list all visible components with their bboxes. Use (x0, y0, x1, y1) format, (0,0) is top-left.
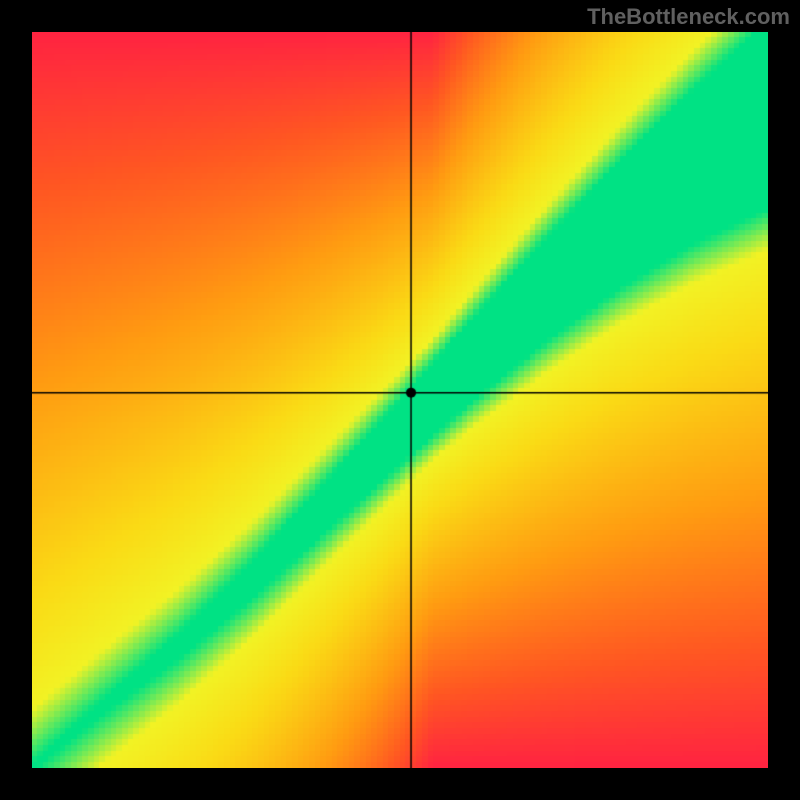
chart-container: TheBottleneck.com (0, 0, 800, 800)
watermark-text: TheBottleneck.com (587, 4, 790, 30)
heatmap-canvas (32, 32, 768, 768)
